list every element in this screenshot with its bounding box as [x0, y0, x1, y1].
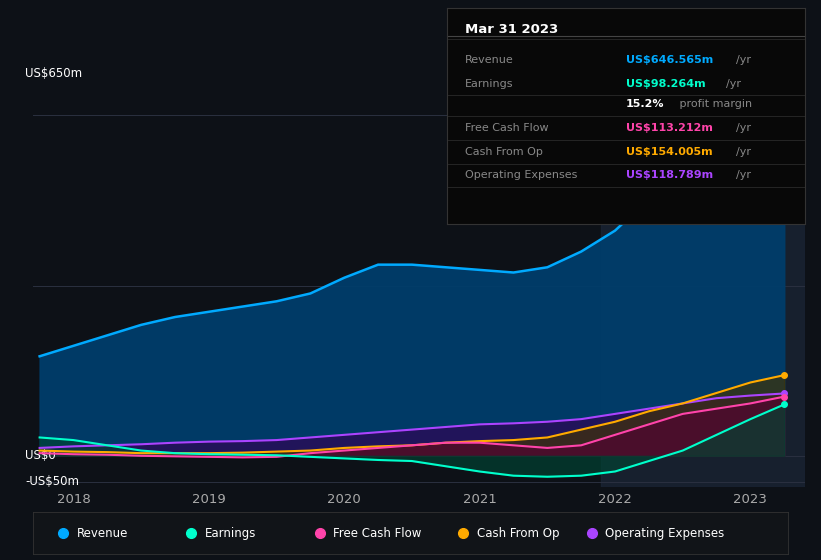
- Bar: [602, 84, 805, 487]
- Text: Earnings: Earnings: [466, 79, 514, 89]
- Text: Operating Expenses: Operating Expenses: [605, 527, 725, 540]
- Text: Free Cash Flow: Free Cash Flow: [466, 123, 549, 133]
- Text: Operating Expenses: Operating Expenses: [466, 170, 578, 180]
- Text: Mar 31 2023: Mar 31 2023: [466, 24, 558, 36]
- Text: Revenue: Revenue: [466, 55, 514, 65]
- Text: Cash From Op: Cash From Op: [466, 147, 544, 157]
- Text: US$113.212m: US$113.212m: [626, 123, 713, 133]
- Text: Free Cash Flow: Free Cash Flow: [333, 527, 422, 540]
- Text: US$154.005m: US$154.005m: [626, 147, 713, 157]
- Text: -US$50m: -US$50m: [25, 475, 79, 488]
- Text: US$650m: US$650m: [25, 67, 82, 80]
- Text: Revenue: Revenue: [76, 527, 128, 540]
- Text: /yr: /yr: [736, 123, 751, 133]
- Text: 15.2%: 15.2%: [626, 99, 664, 109]
- Text: /yr: /yr: [736, 170, 751, 180]
- Text: /yr: /yr: [726, 79, 741, 89]
- Text: US$98.264m: US$98.264m: [626, 79, 705, 89]
- Text: /yr: /yr: [736, 147, 751, 157]
- Text: Cash From Op: Cash From Op: [477, 527, 559, 540]
- Text: /yr: /yr: [736, 55, 751, 65]
- Text: US$646.565m: US$646.565m: [626, 55, 713, 65]
- Text: profit margin: profit margin: [676, 99, 752, 109]
- Text: US$0: US$0: [25, 449, 56, 462]
- Text: Earnings: Earnings: [205, 527, 256, 540]
- Text: US$118.789m: US$118.789m: [626, 170, 713, 180]
